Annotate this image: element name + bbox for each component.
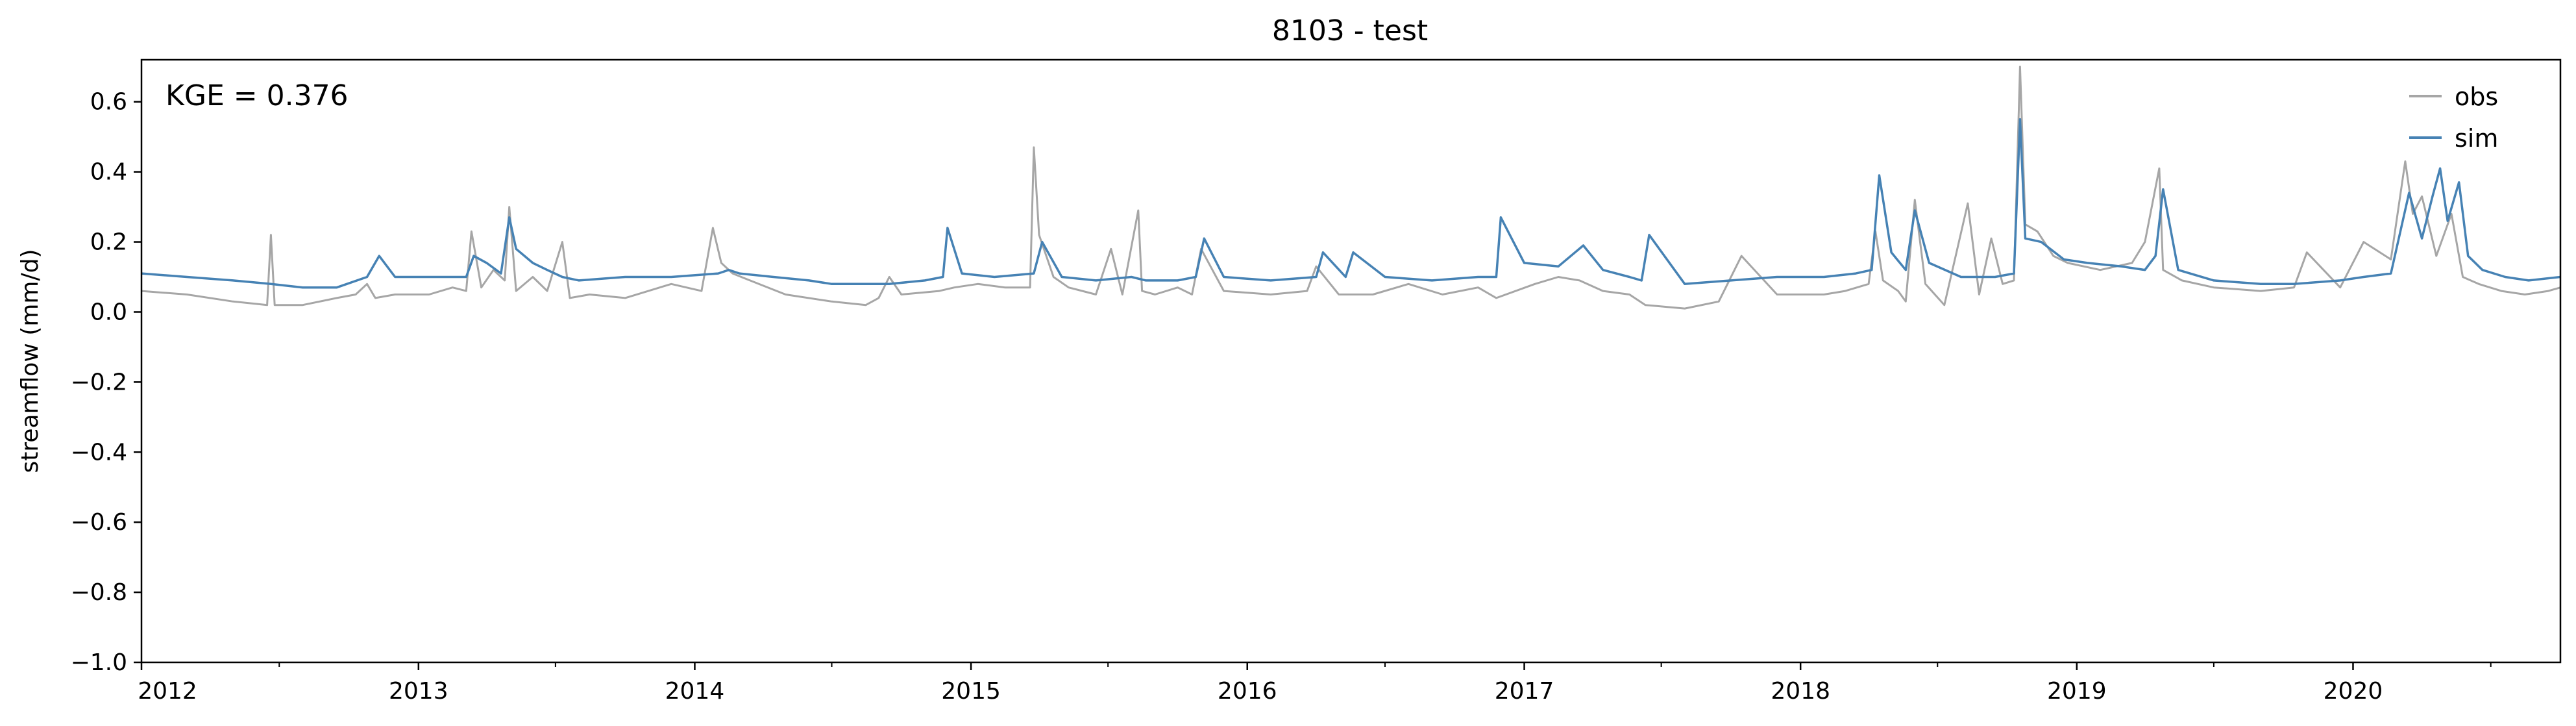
series-line-sim [141,118,2560,289]
x-tick-label: 2013 [389,678,448,705]
x-tick-label: 2016 [1218,678,1277,705]
x-tick-label: 2014 [665,678,725,705]
legend-sim-label: sim [2455,124,2498,153]
x-tick-label: 2020 [2324,678,2383,705]
y-axis-label: streamflow (mm/d) [17,249,43,473]
x-tick-label: 2015 [941,678,1001,705]
plot-frame [140,58,2562,664]
y-tick-label: 0.0 [90,299,127,325]
x-tick-label: 2017 [1495,678,1554,705]
kge-annotation: KGE = 0.376 [166,79,349,112]
y-tick-label: −1.0 [71,649,127,676]
y-tick-label: −0.6 [71,509,127,536]
chart-title: 8103 - test [1272,14,1428,47]
x-tick-label: 2019 [2047,678,2107,705]
y-tick-label: −0.8 [71,579,127,606]
series-line-obs [141,66,2560,310]
y-tick-label: 0.4 [90,159,127,186]
x-tick-label: 2018 [1771,678,1830,705]
y-tick-label: −0.2 [71,369,127,395]
y-tick-label: −0.4 [71,439,127,466]
y-tick-label: 0.2 [90,229,127,256]
legend-obs-label: obs [2455,82,2498,111]
y-tick-label: 0.6 [90,89,127,116]
legend: obs sim [2409,82,2498,153]
x-tick-label: 2012 [138,678,197,705]
